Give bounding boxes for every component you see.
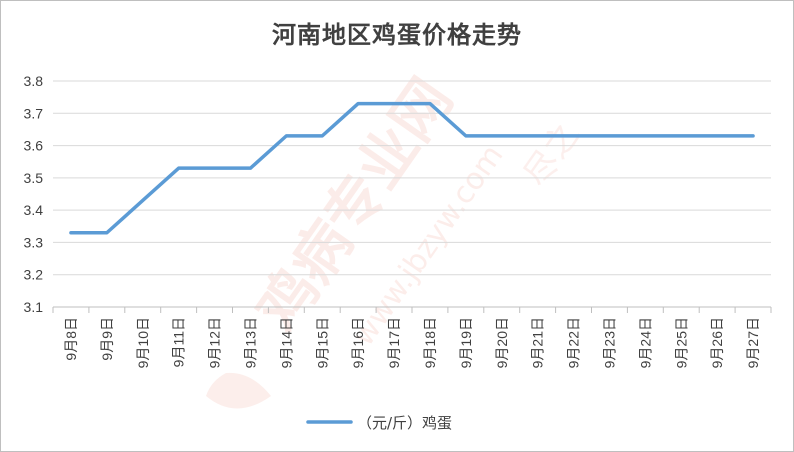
y-axis-ticks: 3.1 3.2 3.3 3.4 3.5 3.6 3.7 3.8 [24, 73, 44, 315]
x-tick-label: 9月25日 [673, 317, 689, 368]
series-layer [69, 101, 755, 235]
x-tick-label: 9月20日 [494, 317, 510, 368]
series-line [69, 101, 755, 235]
y-tick-label: 3.7 [24, 105, 44, 121]
x-tick-label: 9月23日 [601, 317, 617, 368]
y-tick-label: 3.4 [24, 202, 44, 218]
y-tick-label: 3.3 [24, 234, 44, 250]
x-tick-label: 9月22日 [566, 317, 582, 368]
y-tick-label: 3.8 [24, 73, 44, 89]
y-tick-label: 3.6 [24, 138, 44, 154]
y-tick-label: 3.5 [24, 170, 44, 186]
x-tick-label: 9月27日 [745, 317, 761, 368]
watermark-sign-text: 尽之 [516, 115, 588, 194]
x-tick-label: 9月13日 [242, 317, 258, 368]
legend: （元/斤）鸡蛋 [306, 414, 452, 432]
legend-label: （元/斤）鸡蛋 [357, 414, 452, 432]
x-axis-ticks: 9月8日 9月9日 9月10日 9月11日 9月12日 9月13日 9月14日 9月15日 9月… [63, 317, 761, 368]
x-tick-label: 9月15日 [314, 317, 330, 368]
x-tick-label: 9月26日 [709, 317, 725, 368]
x-tick-label: 9月12日 [207, 317, 223, 368]
watermark-logo-shape [206, 372, 271, 409]
x-tick-label: 9月19日 [458, 317, 474, 368]
y-tick-label: 3.2 [24, 267, 44, 283]
x-tick-label: 9月8日 [63, 317, 79, 361]
chart-title: 河南地区鸡蛋价格走势 [272, 20, 522, 49]
x-tick-label: 9月17日 [386, 317, 402, 368]
x-tick-label: 9月11日 [171, 317, 187, 367]
x-tick-label: 9月24日 [637, 317, 653, 368]
y-tick-label: 3.1 [24, 299, 44, 315]
x-axis [52, 306, 772, 313]
x-tick-label: 9月21日 [530, 317, 546, 368]
x-tick-label: 9月16日 [350, 317, 366, 368]
x-tick-label: 9月14日 [278, 317, 294, 368]
x-tick-label: 9月9日 [99, 317, 115, 361]
x-tick-label: 9月18日 [422, 317, 438, 368]
x-tick-label: 9月10日 [135, 317, 151, 368]
